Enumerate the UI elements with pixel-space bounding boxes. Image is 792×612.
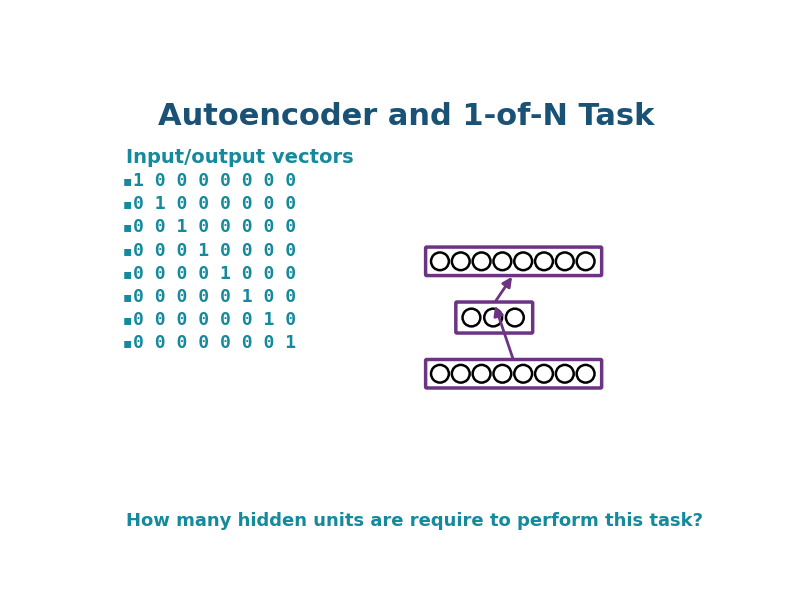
Circle shape [577, 253, 595, 270]
Circle shape [484, 308, 502, 326]
Text: 0 0 0 0 1 0 0 0: 0 0 0 0 1 0 0 0 [133, 264, 296, 283]
Text: Input/output vectors: Input/output vectors [126, 148, 354, 167]
Circle shape [514, 365, 532, 382]
Text: 0 0 0 0 0 1 0 0: 0 0 0 0 0 1 0 0 [133, 288, 296, 306]
Circle shape [535, 253, 553, 270]
Text: ▪: ▪ [122, 289, 131, 304]
Circle shape [556, 253, 573, 270]
Circle shape [535, 365, 553, 382]
Text: ▪: ▪ [122, 197, 131, 211]
Circle shape [463, 308, 481, 326]
Circle shape [473, 253, 490, 270]
Text: ▪: ▪ [122, 267, 131, 281]
Circle shape [431, 253, 449, 270]
FancyBboxPatch shape [425, 247, 602, 275]
Circle shape [506, 308, 524, 326]
Text: ▪: ▪ [122, 313, 131, 327]
Text: 0 0 0 1 0 0 0 0: 0 0 0 1 0 0 0 0 [133, 242, 296, 259]
Text: 0 0 0 0 0 0 1 0: 0 0 0 0 0 0 1 0 [133, 311, 296, 329]
Circle shape [514, 253, 532, 270]
Text: 0 0 0 0 0 0 0 1: 0 0 0 0 0 0 0 1 [133, 334, 296, 352]
Circle shape [452, 365, 470, 382]
Text: 1 0 0 0 0 0 0 0: 1 0 0 0 0 0 0 0 [133, 172, 296, 190]
Text: Autoencoder and 1-of-N Task: Autoencoder and 1-of-N Task [158, 102, 654, 131]
Circle shape [473, 365, 490, 382]
FancyBboxPatch shape [456, 302, 533, 333]
Circle shape [493, 365, 512, 382]
Circle shape [431, 365, 449, 382]
Text: 0 0 1 0 0 0 0 0: 0 0 1 0 0 0 0 0 [133, 218, 296, 236]
Text: ▪: ▪ [122, 174, 131, 188]
Circle shape [452, 253, 470, 270]
Text: ▪: ▪ [122, 220, 131, 234]
Circle shape [493, 253, 512, 270]
Text: How many hidden units are require to perform this task?: How many hidden units are require to per… [126, 512, 703, 531]
FancyBboxPatch shape [425, 359, 602, 388]
Text: ▪: ▪ [122, 244, 131, 258]
Text: ▪: ▪ [122, 336, 131, 350]
Circle shape [577, 365, 595, 382]
Circle shape [556, 365, 573, 382]
Text: 0 1 0 0 0 0 0 0: 0 1 0 0 0 0 0 0 [133, 195, 296, 214]
